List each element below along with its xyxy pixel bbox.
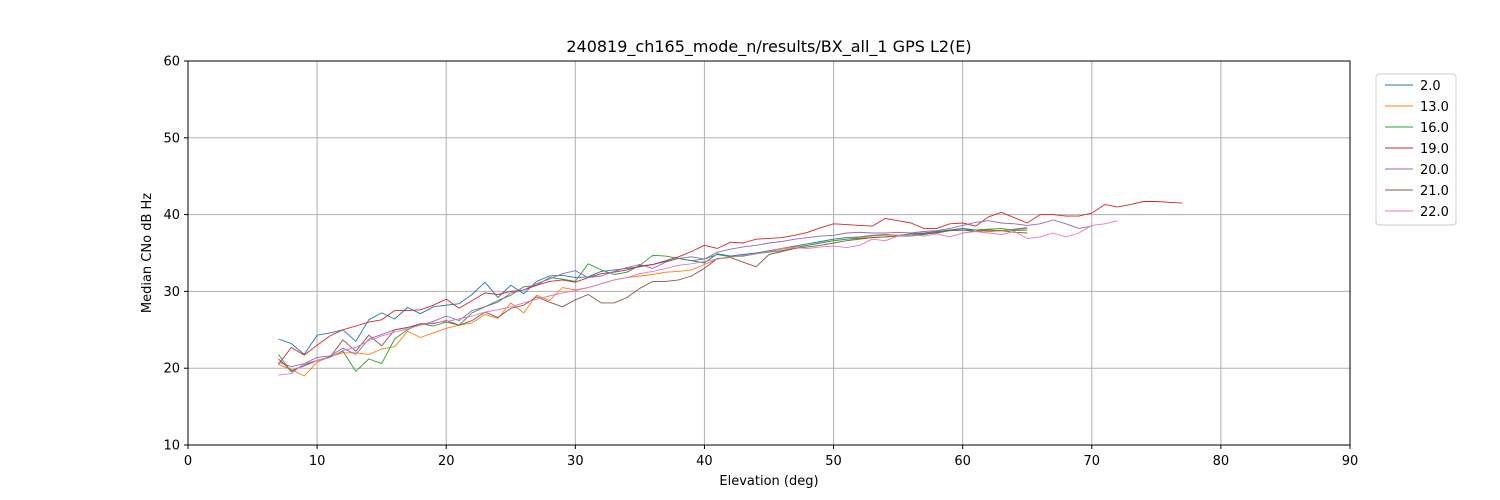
y-tick-label: 10: [163, 439, 180, 454]
legend-label: 21.0: [1420, 184, 1449, 199]
y-tick-label: 30: [163, 285, 180, 300]
x-tick-label: 20: [438, 454, 455, 469]
legend-label: 22.0: [1420, 205, 1449, 220]
series-line-20.0: [278, 219, 1092, 368]
y-axis: 10 20 30 40 50 60: [163, 55, 188, 454]
series-line-16.0: [278, 227, 1028, 373]
x-tick-label: 50: [825, 454, 842, 469]
legend: 2.0 13.0 16.0 19.0 20.0 21.0 22.0: [1375, 73, 1457, 226]
x-axis: 0 10 20 30 40 50 60 70 80 90: [184, 445, 1358, 469]
series-line-19.0: [278, 201, 1183, 365]
legend-label: 13.0: [1420, 100, 1449, 115]
y-tick-label: 50: [163, 131, 180, 146]
chart-title: 240819_ch165_mode_n/results/BX_all_1 GPS…: [566, 37, 971, 57]
x-tick-label: 70: [1084, 454, 1101, 469]
y-tick-label: 40: [163, 208, 180, 223]
x-tick-label: 10: [309, 454, 326, 469]
legend-box: [1375, 73, 1457, 226]
series-line-13.0: [278, 227, 1028, 377]
x-tick-label: 80: [1213, 454, 1230, 469]
x-axis-label: Elevation (deg): [719, 474, 818, 489]
series-line-22.0: [278, 220, 1118, 376]
x-tick-label: 40: [696, 454, 713, 469]
x-tick-label: 90: [1342, 454, 1359, 469]
x-tick-label: 0: [184, 454, 192, 469]
legend-label: 2.0: [1420, 79, 1441, 94]
x-tick-label: 30: [567, 454, 584, 469]
y-axis-label: Median CNo dB Hz: [140, 193, 155, 313]
y-tick-label: 60: [163, 55, 180, 70]
legend-label: 16.0: [1420, 121, 1449, 136]
series-layer: [278, 201, 1183, 377]
legend-label: 20.0: [1420, 163, 1449, 178]
plot-frame: [187, 60, 1351, 446]
y-tick-label: 20: [163, 362, 180, 377]
x-tick-label: 60: [954, 454, 971, 469]
legend-label: 19.0: [1420, 142, 1449, 157]
